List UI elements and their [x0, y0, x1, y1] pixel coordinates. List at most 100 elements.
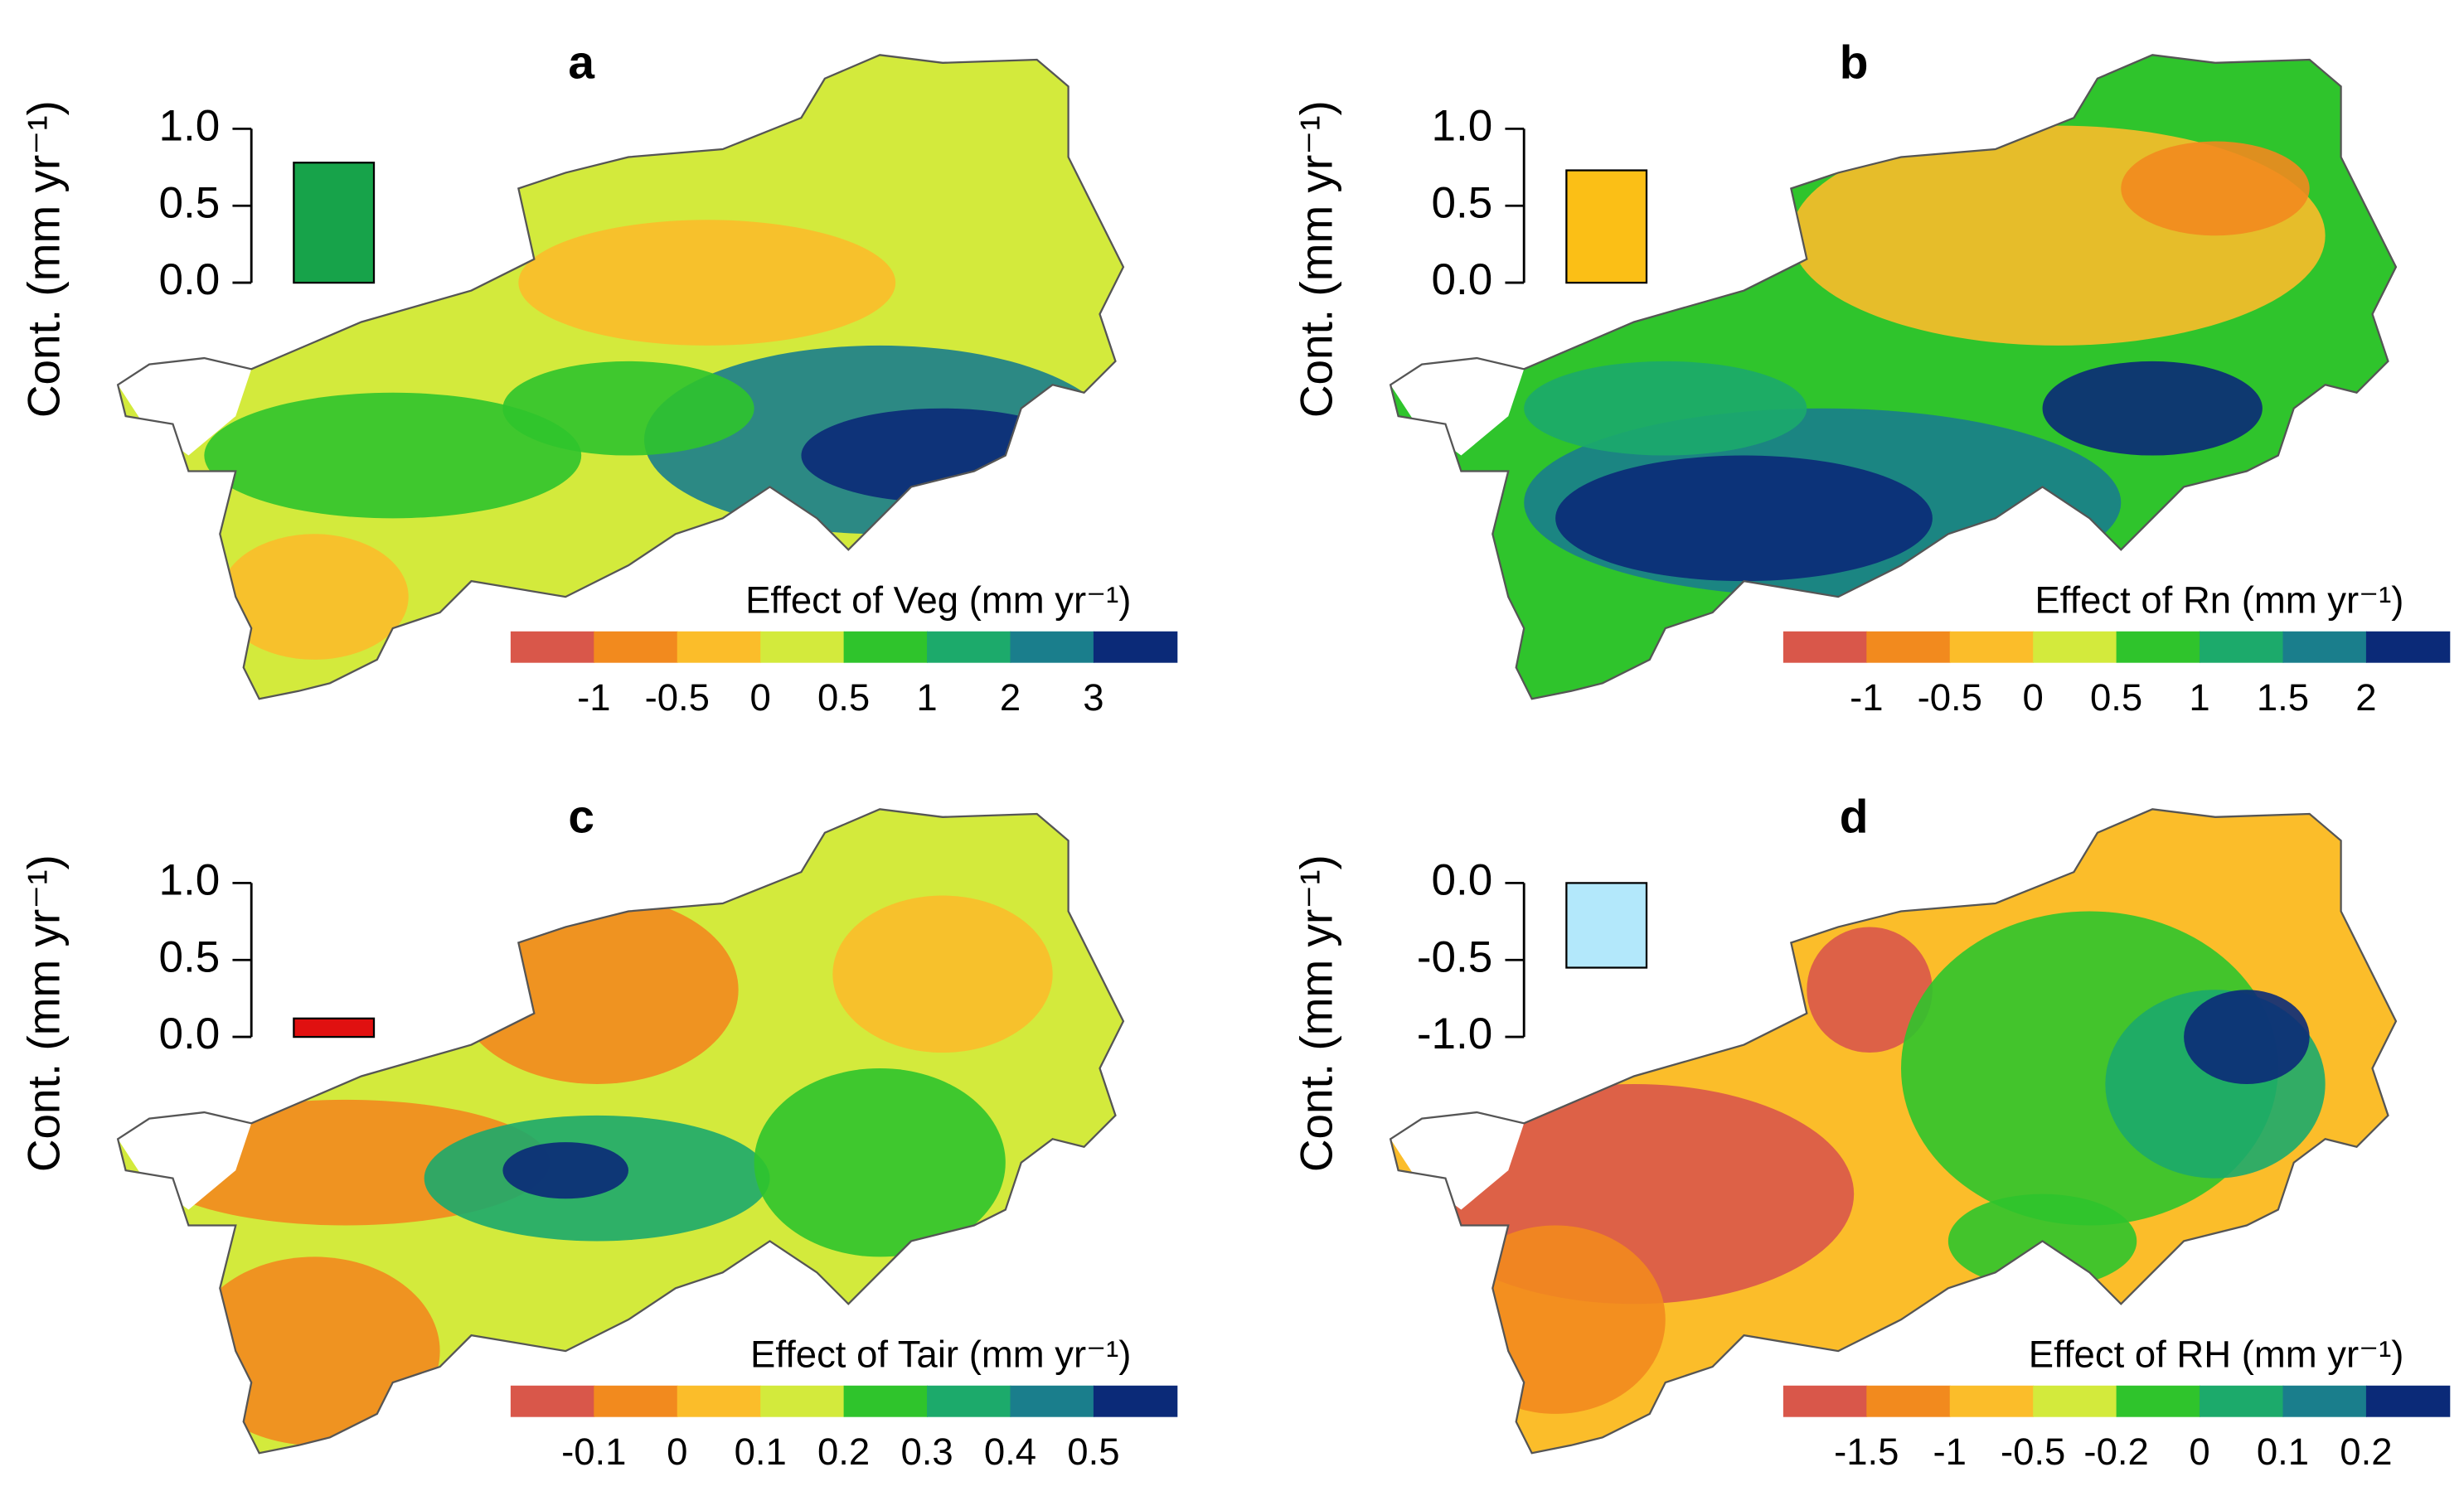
- y-tick-label: 0.0: [159, 1009, 221, 1058]
- panel-label: d: [1840, 792, 1869, 844]
- colorbar-tick-label: -1: [1850, 676, 1883, 719]
- y-axis-label: Cont. (mm yr⁻¹): [17, 855, 69, 1172]
- map-patch: [502, 361, 754, 456]
- bar: [1565, 169, 1648, 284]
- map-patch: [754, 1068, 1006, 1257]
- y-tick-label: 0.0: [1432, 255, 1493, 304]
- colorbar-swatch: [1949, 631, 2035, 663]
- colorbar-swatch: [1010, 631, 1094, 663]
- colorbar-swatch: [1949, 1385, 2035, 1417]
- map-patch: [1524, 361, 1807, 456]
- map-patch: [1445, 1225, 1666, 1414]
- colorbar-tick-label: 3: [1083, 676, 1103, 719]
- map-outline: [116, 54, 1125, 700]
- colorbar-swatch: [594, 631, 678, 663]
- panel-label: a: [568, 37, 594, 90]
- y-tick-label: 0.5: [1432, 178, 1493, 227]
- colorbar-swatch: [2365, 1385, 2451, 1417]
- colorbar-tick-label: -0.1: [561, 1431, 626, 1473]
- colorbar-swatch: [1093, 631, 1178, 663]
- colorbar-swatch: [1783, 631, 1868, 663]
- colorbar-tick-label: 0.3: [900, 1431, 953, 1473]
- map: [1390, 55, 2396, 700]
- colorbar-swatch: [510, 631, 595, 663]
- colorbar-tick-label: 2: [2355, 676, 2376, 719]
- map-patch: [518, 220, 896, 346]
- colorbar-swatch: [2116, 631, 2200, 663]
- bar: [1565, 882, 1648, 969]
- colorbar-swatch: [1866, 1385, 1951, 1417]
- map: [118, 809, 1123, 1454]
- colorbar-tick-label: -1: [1933, 1431, 1967, 1473]
- colorbar-tick-label: -0.5: [1918, 676, 1982, 719]
- map-patch: [502, 1142, 628, 1199]
- colorbar-tick-label: -0.2: [2083, 1431, 2148, 1473]
- map-nodata: [1390, 1112, 1525, 1210]
- colorbar-tick-label: -0.5: [2001, 1431, 2065, 1473]
- colorbar-swatch: [594, 1385, 678, 1417]
- colorbar-swatch: [2200, 631, 2284, 663]
- map-nodata: [118, 1112, 252, 1210]
- y-tick-label: -1.0: [1417, 1009, 1492, 1058]
- colorbar-title: Effect of Rn (mm yr⁻¹): [2035, 579, 2403, 622]
- colorbar-swatch: [677, 631, 762, 663]
- colorbar-swatch: [760, 1385, 845, 1417]
- map-patch: [1807, 927, 1933, 1053]
- map-outline: [1389, 808, 2398, 1455]
- panel: d 0.0 -0.5 -1.0 Cont. (mm yr⁻¹) Effect of RH …: [1290, 792, 2451, 1473]
- map: [1390, 809, 2396, 1454]
- map-patch: [1555, 455, 1933, 582]
- y-tick-label: 0.5: [159, 932, 221, 981]
- colorbar-swatch: [2282, 631, 2367, 663]
- y-axis-label: Cont. (mm yr⁻¹): [1290, 100, 1341, 418]
- y-tick-label: 0.0: [1432, 855, 1493, 904]
- panel: b 1.0 0.5 0.0 Cont. (mm yr⁻¹) Effect of Rn (m…: [1290, 37, 2451, 719]
- y-tick-label: -0.5: [1417, 932, 1492, 981]
- colorbar-tick-label: 0.2: [817, 1431, 870, 1473]
- colorbar-swatch: [1866, 631, 1951, 663]
- map-patch: [220, 534, 409, 660]
- colorbar-tick-label: 0: [2189, 1431, 2209, 1473]
- map-patch: [2121, 141, 2310, 236]
- colorbar-swatch: [843, 631, 928, 663]
- colorbar-tick-label: 1: [2189, 676, 2209, 719]
- y-axis-label: Cont. (mm yr⁻¹): [1290, 855, 1341, 1172]
- colorbar-swatch: [2365, 631, 2451, 663]
- colorbar-title: Effect of RH (mm yr⁻¹): [2029, 1334, 2404, 1376]
- colorbar-swatch: [2033, 631, 2117, 663]
- colorbar-swatch: [2033, 1385, 2117, 1417]
- map-patch: [204, 392, 582, 519]
- colorbar-tick-label: 2: [1000, 676, 1021, 719]
- colorbar-tick-label: -1: [577, 676, 610, 719]
- colorbar-swatch: [2116, 1385, 2200, 1417]
- y-tick-label: 1.0: [159, 101, 221, 150]
- colorbar-swatch: [2200, 1385, 2284, 1417]
- colorbar-swatch: [1783, 1385, 1868, 1417]
- panel-label: c: [568, 792, 594, 844]
- map-nodata: [118, 358, 252, 456]
- colorbar-swatch: [927, 631, 1011, 663]
- panel: c 1.0 0.5 0.0 Cont. (mm yr⁻¹) Effect of Tair …: [17, 792, 1178, 1473]
- y-tick-label: 1.0: [159, 855, 221, 904]
- colorbar-tick-label: 0: [2023, 676, 2044, 719]
- map-patch: [2184, 990, 2310, 1084]
- colorbar-tick-label: 0.1: [735, 1431, 787, 1473]
- colorbar-tick-label: 0: [667, 1431, 687, 1473]
- colorbar-title: Effect of Tair (mm yr⁻¹): [750, 1334, 1131, 1376]
- colorbar-tick-label: 0.5: [1067, 1431, 1119, 1473]
- y-tick-label: 1.0: [1432, 101, 1493, 150]
- colorbar-tick-label: 0.5: [2090, 676, 2142, 719]
- colorbar-tick-label: 0.4: [984, 1431, 1036, 1473]
- colorbar-swatch: [843, 1385, 928, 1417]
- map-patch: [801, 408, 1084, 503]
- bar: [293, 162, 376, 284]
- map: [118, 55, 1123, 700]
- panel-label: b: [1840, 37, 1869, 90]
- map-patch: [188, 1256, 440, 1445]
- colorbar-swatch: [677, 1385, 762, 1417]
- colorbar-swatch: [1093, 1385, 1178, 1417]
- colorbar-swatch: [2282, 1385, 2367, 1417]
- colorbar-swatch: [760, 631, 845, 663]
